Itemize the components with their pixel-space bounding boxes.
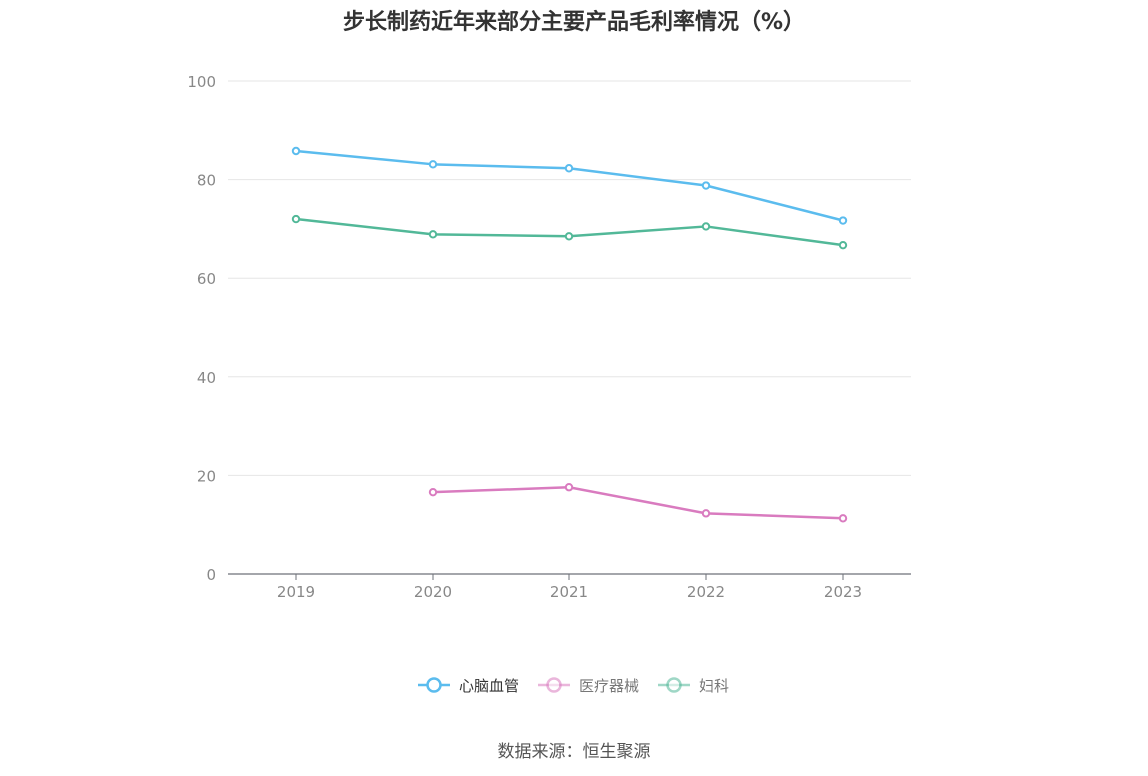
x-tick-label: 2022 — [687, 583, 725, 601]
data-point — [291, 146, 301, 156]
data-point — [701, 222, 711, 231]
data-point — [701, 509, 711, 518]
legend-label: 医疗器械 — [579, 677, 639, 695]
x-tick-label: 2019 — [277, 583, 315, 601]
series-line-2 — [295, 217, 844, 247]
chart-title: 步长制药近年来部分主要产品毛利率情况（%） — [342, 10, 806, 35]
legend-marker — [426, 677, 442, 693]
legend-marker — [666, 677, 682, 693]
series-line-1 — [432, 485, 844, 520]
y-tick-label: 100 — [187, 73, 216, 91]
data-source: 数据来源：恒生聚源 — [497, 742, 651, 762]
data-point — [564, 483, 574, 492]
data-point — [428, 487, 438, 497]
data-point — [838, 216, 848, 225]
legend-label: 妇科 — [699, 677, 729, 695]
data-point — [564, 164, 574, 173]
data-point — [291, 214, 301, 224]
data-point — [701, 181, 711, 190]
data-point — [428, 160, 438, 169]
x-tick-label: 2020 — [414, 583, 452, 601]
data-point — [838, 240, 848, 250]
series-line-0 — [295, 149, 844, 222]
x-tick-label: 2023 — [824, 583, 862, 601]
x-tick-label: 2021 — [550, 583, 588, 601]
y-tick-label: 40 — [197, 369, 216, 387]
y-tick-label: 60 — [197, 270, 216, 288]
y-tick-label: 80 — [197, 172, 216, 190]
y-tick-label: 0 — [206, 566, 216, 584]
legend-label: 心脑血管 — [459, 677, 519, 695]
y-tick-label: 20 — [197, 467, 216, 485]
legend-marker — [546, 677, 562, 693]
data-point — [564, 232, 574, 241]
data-point — [838, 514, 848, 523]
data-point — [428, 230, 438, 239]
